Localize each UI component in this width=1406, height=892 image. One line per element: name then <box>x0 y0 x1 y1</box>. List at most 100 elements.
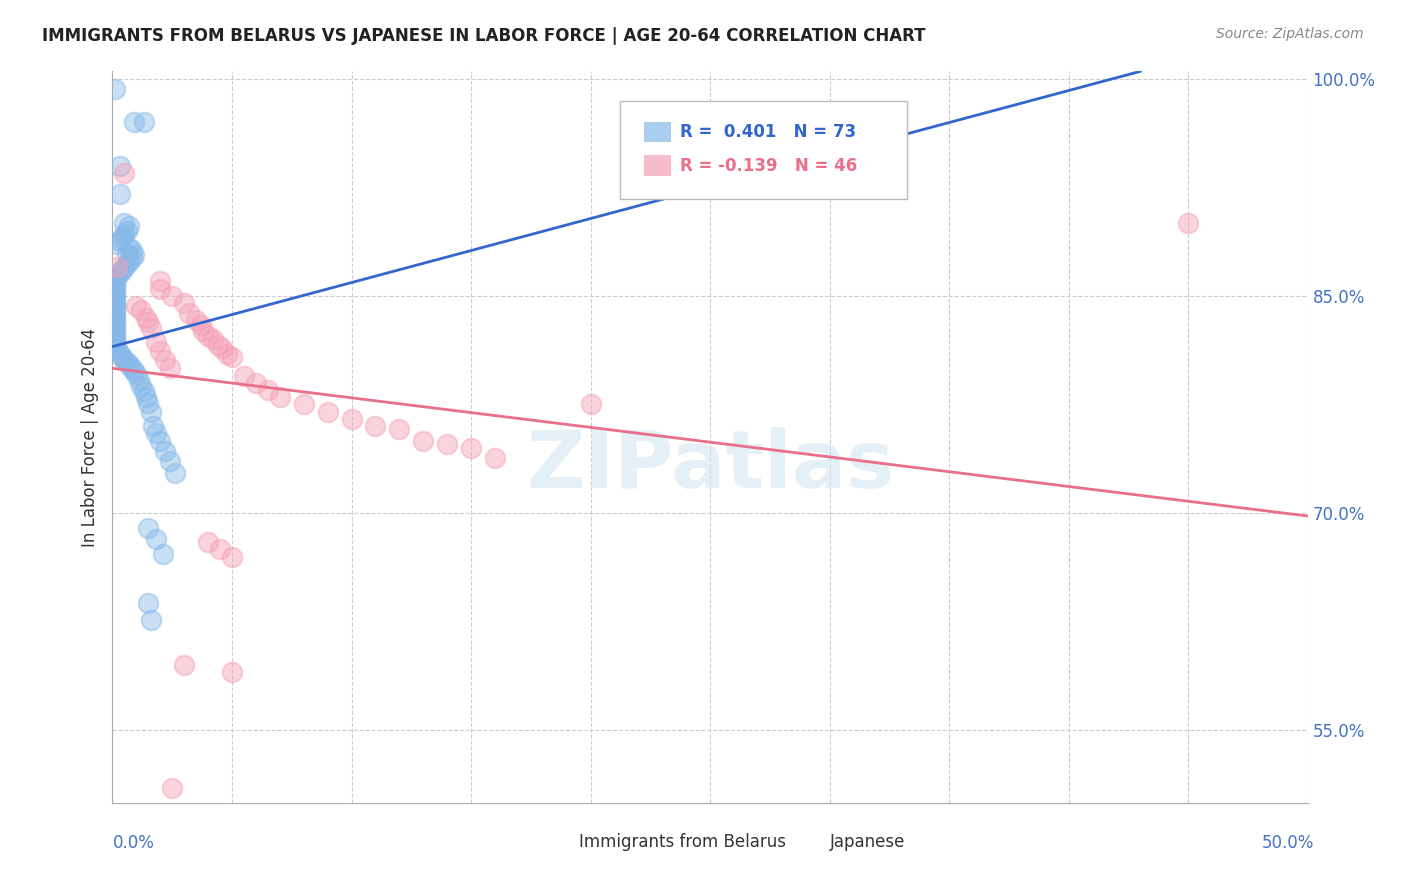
Point <box>207 338 229 352</box>
Point <box>145 532 167 546</box>
Point <box>104 274 127 288</box>
Point <box>105 268 128 283</box>
Point <box>125 367 148 381</box>
Text: R =  0.401   N = 73: R = 0.401 N = 73 <box>681 123 856 141</box>
Point <box>221 549 243 564</box>
Point <box>108 159 131 173</box>
Y-axis label: In Labor Force | Age 20-64: In Labor Force | Age 20-64 <box>80 327 98 547</box>
Point <box>145 335 167 350</box>
Point <box>129 303 152 318</box>
Point <box>104 280 127 294</box>
Point <box>114 352 135 367</box>
Point <box>159 361 181 376</box>
Point <box>132 115 155 129</box>
Point <box>104 318 127 332</box>
Point <box>1177 216 1199 230</box>
Point <box>149 343 172 358</box>
Point <box>104 285 127 300</box>
Point <box>111 231 134 245</box>
Point <box>135 390 157 404</box>
Point <box>104 303 127 318</box>
Point <box>125 299 148 313</box>
Point <box>233 368 256 383</box>
Point <box>201 332 224 346</box>
Point <box>108 187 131 202</box>
Point <box>104 309 127 323</box>
Point <box>104 301 127 315</box>
Point <box>111 262 134 277</box>
Point <box>388 422 411 436</box>
Point <box>118 219 141 234</box>
Point <box>104 315 127 329</box>
Point <box>115 224 138 238</box>
FancyBboxPatch shape <box>644 155 671 176</box>
Point <box>197 535 219 549</box>
Point <box>115 355 138 369</box>
Point <box>104 329 127 343</box>
Point <box>104 81 127 95</box>
Point <box>159 454 181 468</box>
Point <box>460 441 482 455</box>
Point <box>104 289 127 303</box>
Point <box>412 434 434 448</box>
Point <box>221 350 243 364</box>
Point <box>139 320 162 334</box>
Point <box>153 443 176 458</box>
Point <box>104 306 127 320</box>
FancyBboxPatch shape <box>644 122 671 143</box>
Point <box>108 234 131 248</box>
Point <box>217 347 239 361</box>
Point <box>114 216 135 230</box>
Point <box>105 260 128 274</box>
Point <box>173 658 195 673</box>
Text: Immigrants from Belarus: Immigrants from Belarus <box>579 833 786 851</box>
Point <box>118 254 141 268</box>
Point <box>139 613 162 627</box>
Text: 50.0%: 50.0% <box>1263 834 1315 852</box>
Point <box>118 359 141 373</box>
Point <box>190 318 212 332</box>
Point <box>340 412 363 426</box>
Point <box>139 405 162 419</box>
Point <box>104 338 127 352</box>
Point <box>149 274 172 288</box>
Point <box>114 166 135 180</box>
Point <box>138 520 160 534</box>
Point <box>104 326 127 341</box>
FancyBboxPatch shape <box>793 834 820 850</box>
Point <box>115 257 138 271</box>
FancyBboxPatch shape <box>543 834 569 850</box>
Point <box>364 419 387 434</box>
Point <box>138 315 160 329</box>
FancyBboxPatch shape <box>620 101 907 200</box>
Point <box>142 419 165 434</box>
Point <box>197 329 219 343</box>
Point <box>173 296 195 310</box>
Point <box>121 243 143 257</box>
Text: ZIPatlas: ZIPatlas <box>526 427 894 506</box>
Point <box>245 376 267 390</box>
Point <box>105 343 128 357</box>
Point <box>162 781 183 796</box>
Point <box>114 227 135 241</box>
Point <box>104 283 127 297</box>
Point <box>211 341 233 355</box>
Point <box>269 390 291 404</box>
Point <box>149 434 172 448</box>
Point <box>316 405 339 419</box>
Point <box>122 248 145 262</box>
Point <box>257 383 280 397</box>
Point <box>186 313 208 327</box>
Point <box>104 277 127 292</box>
Point <box>104 320 127 334</box>
Point <box>104 271 127 285</box>
Point <box>115 247 138 261</box>
Text: IMMIGRANTS FROM BELARUS VS JAPANESE IN LABOR FORCE | AGE 20-64 CORRELATION CHART: IMMIGRANTS FROM BELARUS VS JAPANESE IN L… <box>42 27 925 45</box>
Point <box>108 347 131 361</box>
Point <box>152 547 174 561</box>
Point <box>145 426 167 441</box>
Point <box>129 378 152 392</box>
Point <box>122 115 145 129</box>
Point <box>436 436 458 450</box>
Point <box>104 332 127 346</box>
